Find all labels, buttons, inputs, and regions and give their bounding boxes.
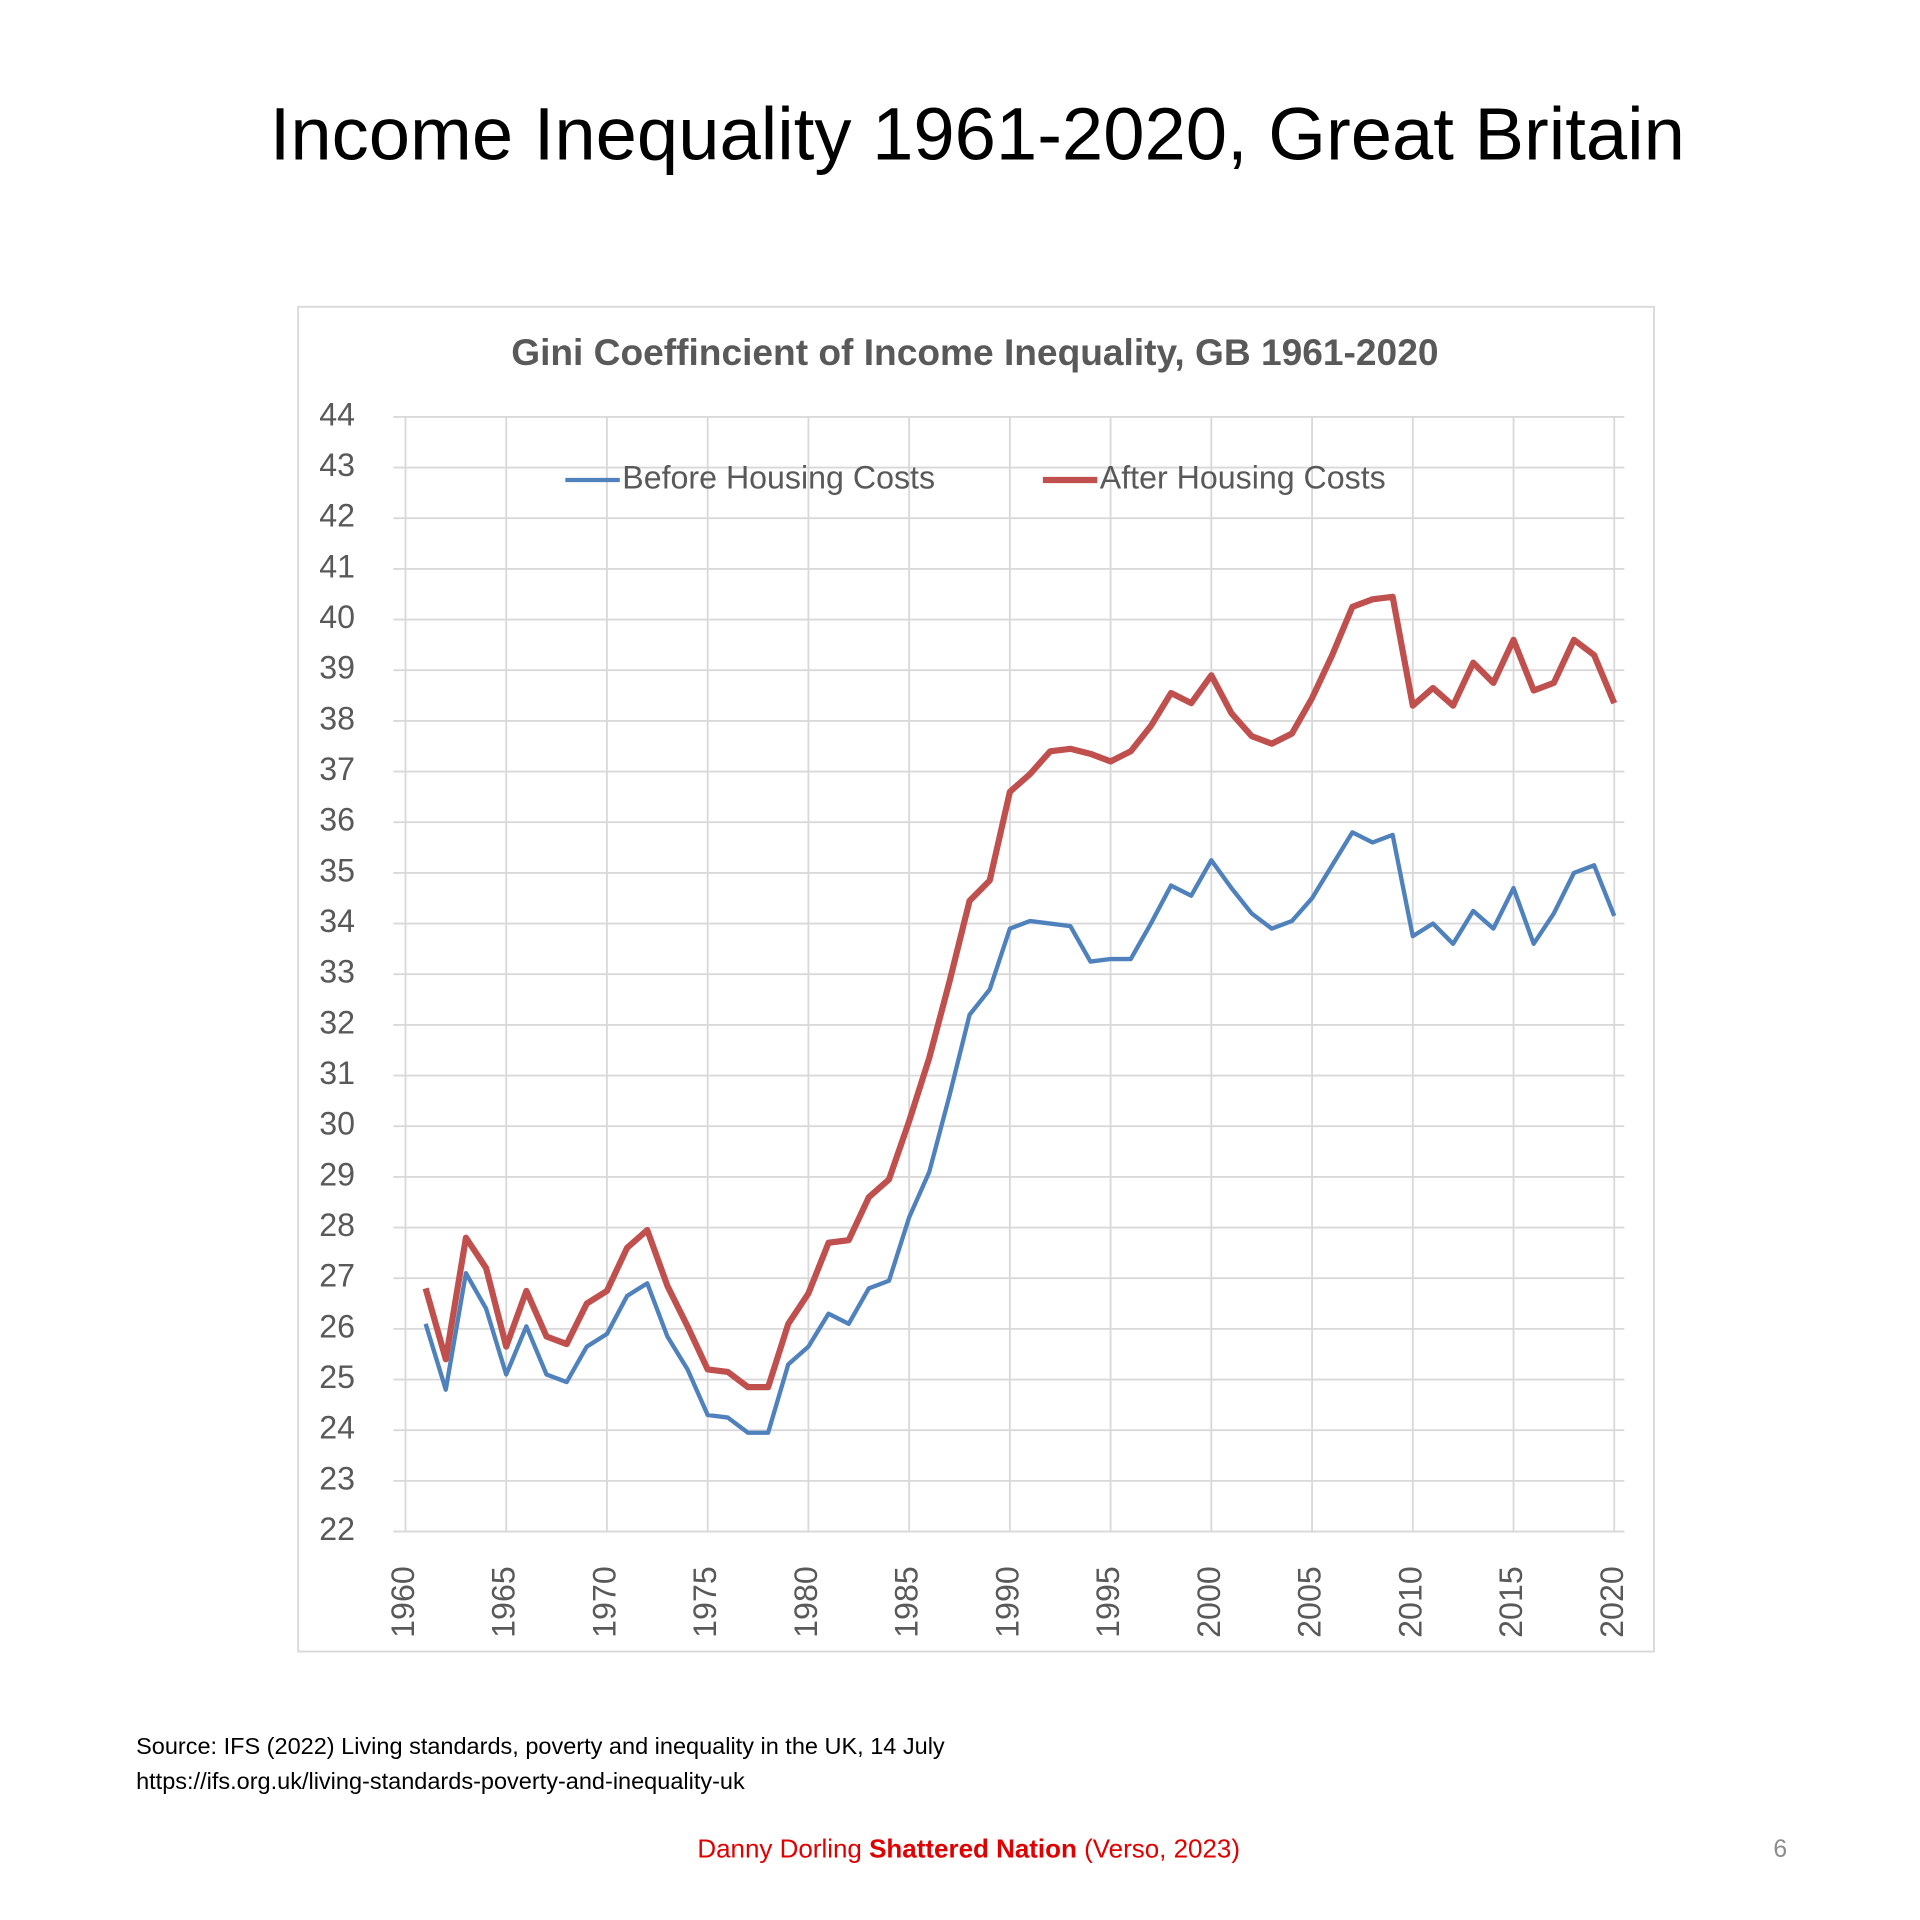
x-tick-label: 1960	[385, 1566, 421, 1638]
y-tick-label: 35	[319, 852, 355, 888]
y-tick-label: 27	[319, 1258, 355, 1294]
y-tick-label: 25	[319, 1359, 355, 1395]
x-tick-label: 1970	[586, 1566, 622, 1638]
y-tick-label: 43	[319, 447, 355, 483]
y-tick-label: 30	[319, 1106, 355, 1142]
y-tick-label: 38	[319, 700, 355, 736]
source-line: Source: IFS (2022) Living standards, pov…	[136, 1733, 945, 1759]
x-tick-label: 2010	[1392, 1566, 1428, 1638]
y-tick-label: 37	[319, 751, 355, 787]
data-line	[423, 830, 1617, 1435]
data-line	[422, 593, 1618, 1391]
footer: Danny Dorling Shattered Nation (Verso, 2…	[697, 1834, 1240, 1864]
y-tick-label: 36	[319, 802, 355, 838]
x-tick-label: 1985	[889, 1566, 925, 1638]
y-tick-label: 23	[319, 1460, 355, 1496]
x-tick-label: 1975	[687, 1566, 723, 1638]
slide-title: Income Inequality 1961-2020, Great Brita…	[270, 92, 1685, 175]
y-tick-label: 22	[319, 1511, 355, 1547]
y-tick-label: 26	[319, 1308, 355, 1344]
source-line: https://ifs.org.uk/living-standards-pove…	[136, 1768, 745, 1794]
footer-book: Shattered Nation	[869, 1834, 1077, 1864]
y-tick-label: 41	[319, 548, 355, 584]
y-tick-label: 24	[319, 1410, 355, 1446]
footer-publisher: (Verso, 2023)	[1084, 1834, 1240, 1864]
y-tick-label: 31	[319, 1055, 355, 1091]
y-tick-label: 34	[319, 903, 355, 939]
y-tick-label: 33	[319, 954, 355, 990]
footer-author: Danny Dorling	[697, 1834, 862, 1864]
x-tick-label: 1980	[788, 1566, 824, 1638]
y-tick-label: 28	[319, 1207, 355, 1243]
page-number: 6	[1773, 1836, 1787, 1863]
x-tick-label: 2020	[1594, 1566, 1630, 1638]
y-tick-label: 32	[319, 1004, 355, 1040]
x-tick-label: 1965	[486, 1566, 522, 1638]
chart-title: Gini Coeffincient of Income Inequality, …	[511, 331, 1438, 373]
y-tick-label: 29	[319, 1156, 355, 1192]
y-tick-label: 40	[319, 599, 355, 635]
x-tick-label: 1995	[1090, 1566, 1126, 1638]
chart-frame	[297, 305, 1655, 1653]
y-tick-label: 42	[319, 498, 355, 534]
y-tick-label: 39	[319, 650, 355, 686]
x-tick-label: 2005	[1292, 1566, 1328, 1638]
x-tick-label: 1990	[989, 1566, 1025, 1638]
legend-label: After Housing Costs	[1100, 459, 1386, 495]
x-tick-label: 2000	[1191, 1566, 1227, 1638]
x-tick-label: 2015	[1493, 1566, 1529, 1638]
legend-label: Before Housing Costs	[622, 459, 935, 495]
y-tick-label: 44	[319, 396, 355, 432]
